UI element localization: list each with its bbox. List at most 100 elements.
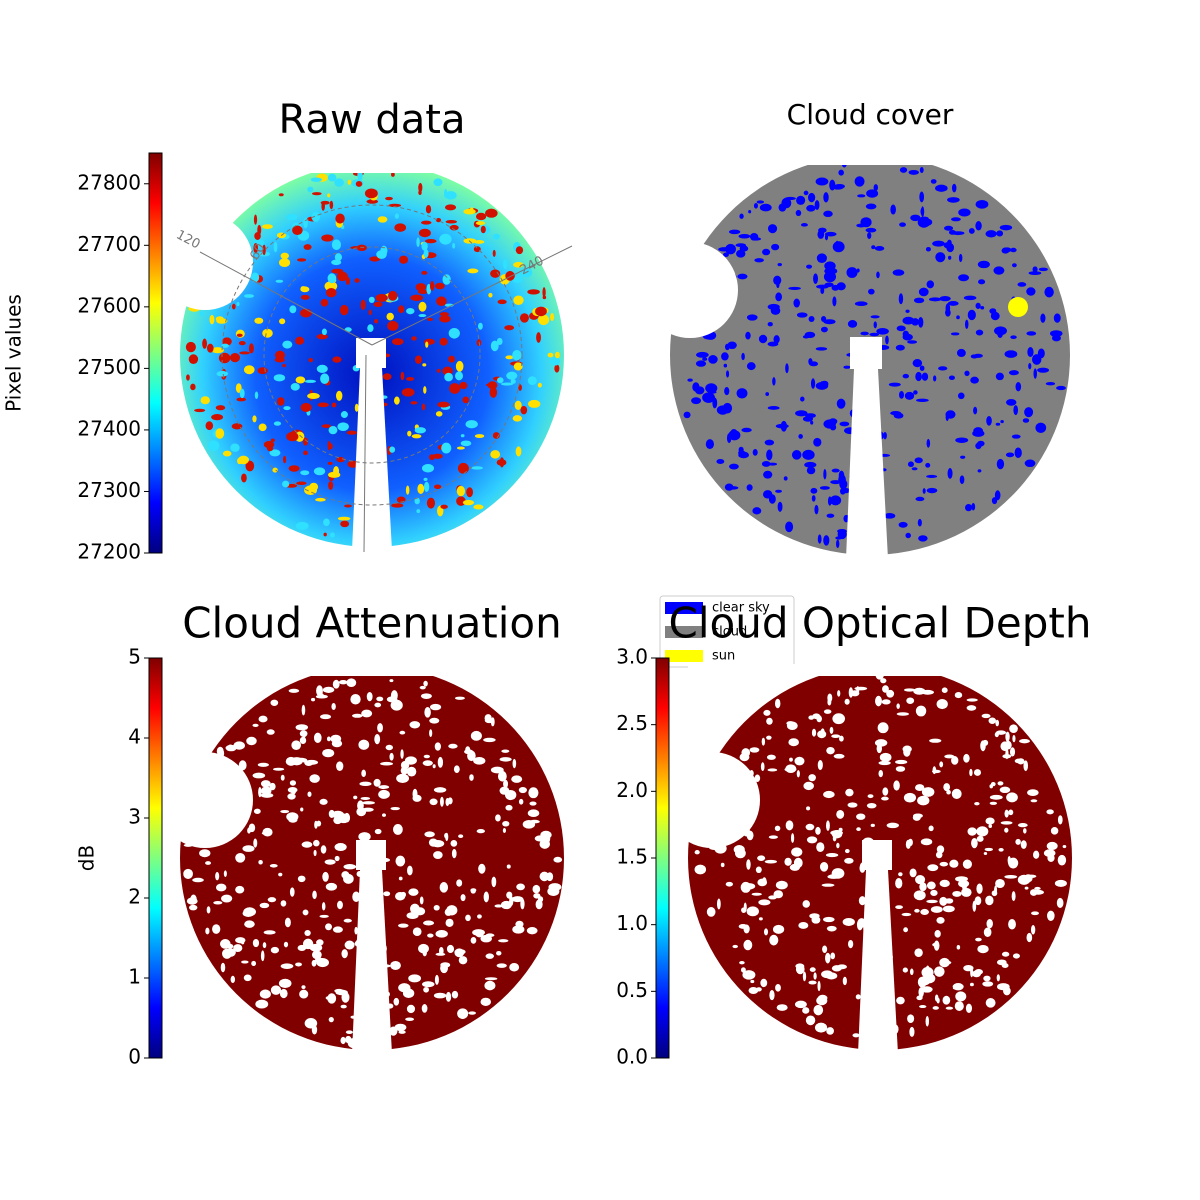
sky-blob	[1009, 724, 1018, 733]
sky-blob	[746, 484, 753, 491]
sky-blob	[880, 678, 887, 684]
sky-blob	[383, 891, 391, 897]
sky-blob	[716, 405, 729, 415]
sky-blob	[321, 424, 332, 428]
sky-blob	[301, 841, 313, 848]
sky-blob	[259, 989, 271, 999]
sky-blob	[325, 923, 332, 931]
sky-blob	[977, 440, 985, 447]
sky-blob	[262, 328, 273, 338]
sky-blob	[279, 988, 288, 999]
sky-blob	[423, 477, 428, 481]
sky-blob	[1001, 247, 1010, 254]
sky-blob	[914, 908, 920, 913]
sky-blob	[450, 839, 458, 847]
sky-blob	[449, 224, 459, 231]
sky-blob	[321, 201, 325, 211]
sky-blob	[877, 722, 889, 734]
sky-blob	[467, 750, 476, 762]
sky-blob	[921, 787, 935, 797]
sky-blob	[1045, 382, 1056, 386]
sky-blob	[215, 872, 220, 881]
mask-top	[180, 161, 564, 173]
sky-blob	[808, 192, 816, 203]
sky-blob	[907, 461, 914, 468]
sky-blob	[903, 927, 909, 933]
sky-blob	[802, 335, 810, 339]
sky-blob	[419, 896, 424, 905]
sky-blob	[498, 939, 509, 943]
sky-blob	[823, 319, 836, 325]
sky-blob	[754, 774, 761, 783]
sky-blob	[826, 513, 835, 518]
sky-blob	[515, 246, 524, 255]
sky-blob	[935, 184, 948, 192]
sky-blob	[327, 461, 333, 465]
sky-blob	[404, 756, 417, 765]
sky-blob	[777, 501, 783, 512]
sky-blob	[934, 994, 939, 1002]
sky-blob	[915, 875, 926, 885]
sky-blob	[768, 494, 776, 504]
sky-blob	[927, 864, 939, 872]
colorbar-tick-label: 1.5	[616, 845, 648, 869]
sky-blob	[496, 459, 507, 466]
sky-blob	[206, 343, 214, 353]
sky-blob	[302, 437, 309, 446]
sky-blob	[823, 192, 829, 203]
sky-blob	[354, 278, 360, 283]
sky-blob	[975, 329, 984, 336]
sky-blob	[737, 273, 748, 280]
sky-blob	[875, 695, 882, 707]
sky-blob	[899, 222, 906, 227]
colorbar-tick-label: 1.0	[616, 911, 648, 935]
sky-blob	[515, 446, 522, 457]
sky-blob	[483, 737, 496, 743]
sky-blob	[739, 961, 745, 965]
sky-blob	[387, 320, 399, 331]
sky-blob	[399, 255, 409, 264]
sky-blob	[466, 487, 473, 498]
sky-blob	[930, 889, 938, 897]
sky-blob	[788, 286, 801, 290]
sky-blob	[743, 939, 753, 951]
sky-blob	[822, 916, 835, 923]
sky-blob	[1038, 267, 1048, 272]
sky-blob	[816, 284, 829, 289]
sky-blob	[909, 1026, 915, 1037]
sky-blob	[484, 977, 498, 981]
sky-blob	[289, 887, 295, 897]
sky-blob	[429, 798, 438, 806]
sky-blob	[958, 208, 971, 217]
sky-blob	[1010, 335, 1017, 340]
sky-blob	[316, 364, 328, 373]
sky-blob	[393, 997, 400, 1006]
sky-blob	[965, 503, 973, 512]
sky-blob	[244, 920, 255, 928]
legend-label: sun	[712, 649, 735, 664]
sky-image	[642, 153, 1070, 559]
sky-blob	[947, 239, 952, 246]
sky-blob	[278, 978, 292, 988]
sky-blob	[1017, 282, 1027, 287]
sky-blob	[386, 312, 394, 321]
sky-blob	[534, 835, 545, 842]
sky-blob	[212, 924, 221, 934]
sky-blob	[843, 365, 851, 369]
sky-blob	[327, 173, 337, 182]
sky-blob	[956, 944, 961, 950]
sky-blob	[1015, 382, 1022, 392]
sky-blob	[414, 427, 427, 434]
sky-blob	[1007, 400, 1014, 405]
colorbar	[148, 152, 163, 554]
sky-blob	[750, 907, 758, 913]
sun-marker	[1008, 297, 1028, 317]
sky-blob	[439, 233, 452, 245]
sky-blob	[401, 387, 415, 397]
sky-blob	[385, 744, 394, 751]
sky-blob	[815, 381, 829, 390]
sky-blob	[758, 899, 771, 906]
sky-blob	[311, 959, 317, 967]
sky-blob	[856, 827, 861, 832]
sky-blob	[236, 302, 240, 307]
